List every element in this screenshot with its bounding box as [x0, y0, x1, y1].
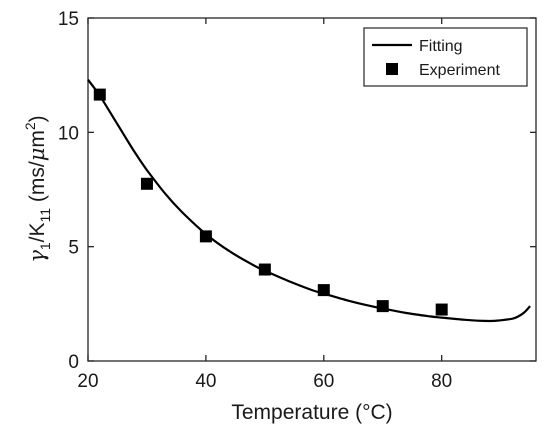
- y-tick-label: 5: [68, 238, 79, 259]
- x-axis-ticks: 20 40 60 80: [77, 18, 452, 392]
- y-axis-ticks: 0 5 10 15: [58, 9, 536, 373]
- y-label-gamma-sub: 1: [37, 242, 53, 250]
- x-tick-label: 40: [195, 371, 216, 392]
- legend-experiment-label: Experiment: [419, 62, 500, 79]
- legend-experiment-swatch: [386, 63, 398, 75]
- y-label-k-sub: 11: [37, 208, 53, 223]
- x-tick-label: 20: [77, 371, 98, 392]
- y-label-unit-m: m: [26, 130, 49, 148]
- experiment-point: [376, 300, 389, 313]
- x-tick-label: 60: [313, 371, 334, 392]
- experiment-point: [258, 263, 271, 276]
- legend: Fitting Experiment: [363, 27, 528, 87]
- y-label-unit-open: (ms/: [26, 161, 49, 208]
- y-label-slash-k: /K: [26, 222, 49, 242]
- y-label-unit-sup: 2: [22, 122, 38, 130]
- experiment-point: [199, 230, 212, 243]
- y-tick-label: 10: [58, 123, 79, 144]
- y-label-gamma: γ: [25, 250, 49, 263]
- y-tick-label: 0: [68, 352, 79, 373]
- x-tick-label: 80: [431, 371, 452, 392]
- experiment-markers: [93, 88, 448, 316]
- y-tick-label: 15: [58, 9, 79, 30]
- y-axis-label: γ1/K11 (ms/μm2): [22, 115, 53, 262]
- experiment-point: [93, 88, 106, 101]
- y-label-mu: μ: [25, 148, 49, 162]
- x-axis-label: Temperature (°C): [231, 401, 392, 424]
- experiment-point: [140, 177, 153, 190]
- experiment-point: [317, 284, 330, 297]
- legend-box: [363, 27, 528, 87]
- experiment-point: [435, 303, 448, 316]
- y-label-unit-close: ): [26, 115, 49, 122]
- legend-fitting-label: Fitting: [419, 38, 463, 55]
